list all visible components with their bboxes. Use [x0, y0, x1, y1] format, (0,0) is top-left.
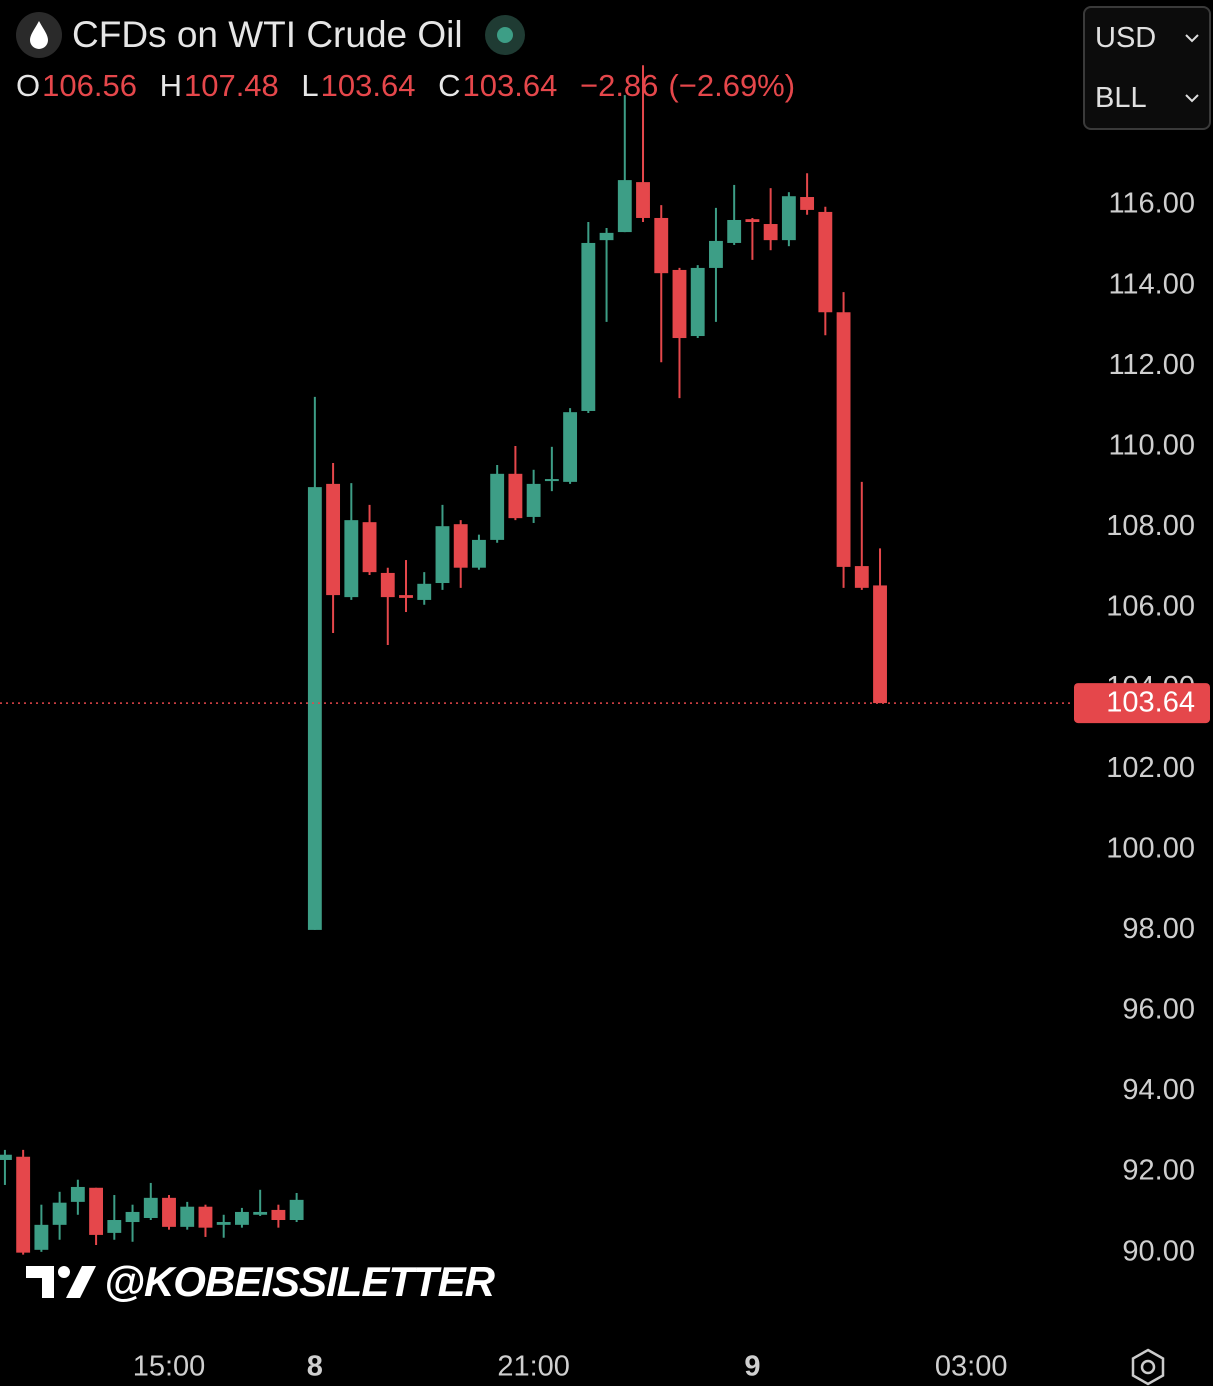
menu-panel: USD BLL: [1083, 6, 1211, 130]
x-tick-label: 03:00: [935, 1351, 1008, 1383]
settings-button[interactable]: [1128, 1347, 1168, 1386]
y-tick-label: 114.00: [1108, 268, 1195, 300]
legend-change: −2.86: [579, 68, 659, 103]
legend-key: L: [301, 68, 319, 103]
candle-body: [873, 585, 887, 704]
chart-title: CFDs on WTI Crude Oil: [72, 14, 463, 55]
y-tick-label: 96.00: [1122, 994, 1195, 1026]
chevron: [1185, 34, 1199, 43]
candle-body: [508, 473, 523, 519]
candle-body: [781, 196, 796, 241]
candle-body: [216, 1222, 231, 1225]
ohlc-legend: O106.56 H107.48 L103.64 C103.64 −2.86 (−2…: [16, 68, 809, 104]
candle-body: [271, 1209, 286, 1221]
y-tick-label: 106.00: [1106, 591, 1195, 623]
candle-body: [709, 240, 723, 268]
y-tick-label: 110.00: [1108, 429, 1195, 461]
last-price-label: 103.64: [1106, 687, 1195, 719]
y-tick-label: 108.00: [1106, 510, 1195, 542]
watermark: @KOBEISSILETTER: [24, 1258, 495, 1306]
y-tick-label: 102.00: [1106, 752, 1195, 784]
candle-body: [818, 211, 833, 313]
legend-key: H: [159, 68, 182, 103]
candle-body: [34, 1224, 49, 1250]
candle-body: [417, 583, 432, 600]
candle-body: [162, 1197, 176, 1227]
candle-body: [326, 483, 341, 596]
candle-body: [763, 224, 778, 241]
legend-change-pct: (−2.69%): [668, 68, 796, 103]
legend-value: 103.64: [462, 68, 558, 103]
candle-body: [544, 479, 559, 482]
candle-body: [380, 572, 395, 598]
legend-key: O: [16, 68, 41, 103]
candle-body: [617, 180, 632, 233]
y-tick-label: 112.00: [1108, 349, 1195, 381]
candle-body: [344, 520, 359, 598]
legend-value: 107.48: [183, 68, 279, 103]
candle-body: [289, 1199, 304, 1221]
candle-body: [526, 483, 541, 517]
currency-dropdown[interactable]: USD: [1085, 8, 1209, 68]
x-tick-label: 9: [744, 1351, 760, 1383]
candle-body: [235, 1211, 249, 1225]
candle-body: [307, 487, 322, 930]
candle-body: [836, 312, 851, 567]
candle-body: [472, 539, 486, 568]
candle-body: [16, 1156, 31, 1253]
candle-body: [52, 1202, 67, 1225]
drop-icon: [30, 21, 48, 49]
y-tick-label: 94.00: [1122, 1074, 1195, 1106]
unit-dropdown[interactable]: BLL: [1085, 68, 1209, 128]
watermark-text: @KOBEISSILETTER: [104, 1258, 495, 1305]
y-tick-label: 90.00: [1122, 1235, 1195, 1267]
symbol-icon: [16, 12, 62, 58]
candle-body: [581, 242, 596, 411]
market-status: [484, 15, 525, 55]
candle-body: [253, 1211, 268, 1215]
candle-body: [143, 1197, 158, 1218]
legend-value: 103.64: [320, 68, 416, 103]
y-tick-label: 116.00: [1108, 188, 1195, 220]
last-price-box: [1074, 683, 1210, 724]
candle-body: [362, 522, 377, 573]
candle-body: [563, 412, 578, 482]
candle-body: [654, 217, 669, 274]
candle-body: [435, 526, 450, 584]
candle-body: [453, 524, 468, 568]
candle-body: [727, 219, 742, 243]
candle-body: [399, 595, 413, 598]
candle-body: [690, 267, 705, 337]
candle-body: [854, 566, 869, 588]
legend-value: 106.56: [42, 68, 137, 103]
y-tick-label: 100.00: [1106, 832, 1195, 864]
candle-body: [636, 182, 650, 218]
candle-body: [107, 1220, 122, 1233]
x-tick-label: 15:00: [133, 1351, 206, 1383]
currency-label: USD: [1095, 21, 1157, 54]
candle-body: [70, 1186, 85, 1202]
header: CFDs on WTI Crude Oil: [16, 12, 525, 58]
candle-body: [180, 1206, 195, 1227]
legend-key: C: [438, 68, 461, 103]
candle-body: [125, 1211, 140, 1223]
candle-body: [745, 219, 760, 223]
candle-body: [599, 232, 614, 241]
tv-logo: [26, 1266, 96, 1298]
candle-body: [0, 1154, 12, 1160]
candle-body: [672, 269, 687, 339]
chevron: [1185, 94, 1199, 103]
candle-body: [800, 197, 815, 210]
candle-body: [89, 1187, 104, 1235]
candle-body: [198, 1206, 213, 1228]
unit-label: BLL: [1095, 81, 1147, 114]
candle-body: [490, 473, 505, 540]
y-tick-label: 98.00: [1122, 913, 1195, 945]
x-tick-label: 21:00: [497, 1351, 570, 1383]
x-tick-label: 8: [307, 1351, 323, 1383]
y-tick-label: 92.00: [1122, 1155, 1195, 1187]
